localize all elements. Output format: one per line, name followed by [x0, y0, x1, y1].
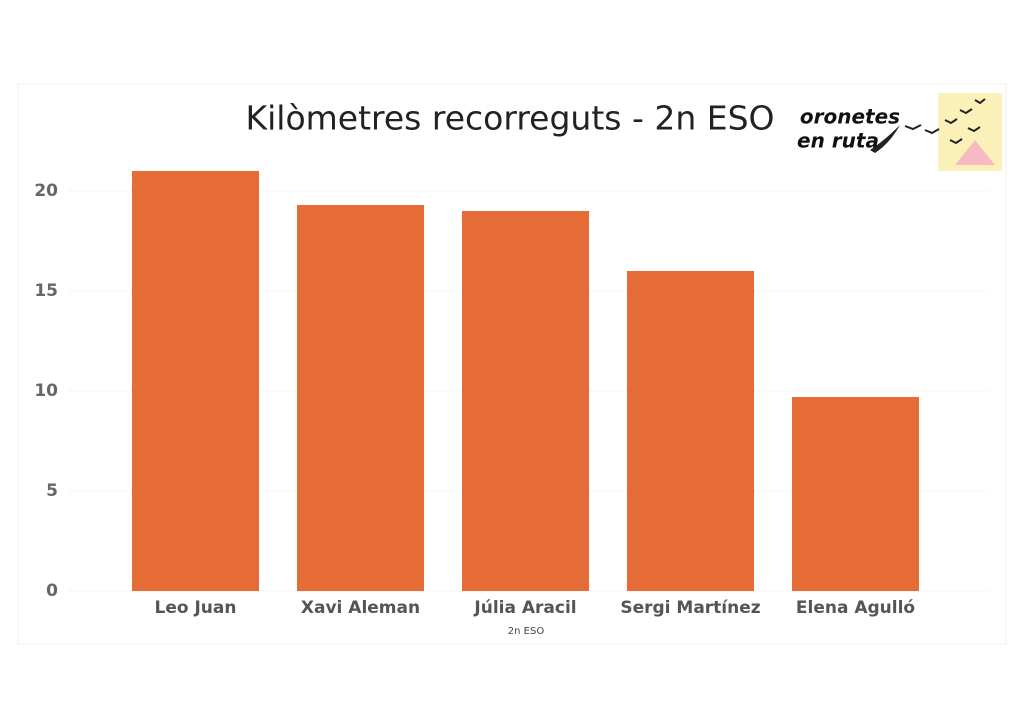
x-tick-label: Júlia Aracil	[473, 598, 576, 618]
chart-title: Kilòmetres recorreguts - 2n ESO	[245, 99, 774, 138]
x-axis-label: 2n ESO	[508, 626, 545, 637]
logo-text: oronetes	[800, 105, 900, 129]
logo-text: en ruta	[797, 129, 879, 153]
bar	[296, 205, 425, 591]
x-tick-label: Leo Juan	[155, 598, 237, 618]
y-tick-label: 20	[34, 181, 58, 201]
y-tick-label: 15	[34, 281, 58, 301]
x-tick-label: Sergi Martínez	[620, 598, 760, 618]
logo-birds	[904, 98, 986, 145]
y-tick-label: 10	[34, 381, 58, 401]
logo-mountain	[955, 140, 995, 165]
logo-swallow	[870, 125, 900, 153]
x-tick-label: Elena Agulló	[796, 598, 915, 618]
bar	[461, 211, 590, 591]
bar	[131, 171, 260, 591]
y-tick-label: 0	[46, 581, 58, 601]
bar	[791, 397, 920, 591]
y-tick-label: 5	[46, 481, 58, 501]
x-tick-label: Xavi Aleman	[301, 598, 420, 618]
logo: oronetes en ruta	[797, 93, 1002, 171]
bar	[626, 271, 755, 591]
